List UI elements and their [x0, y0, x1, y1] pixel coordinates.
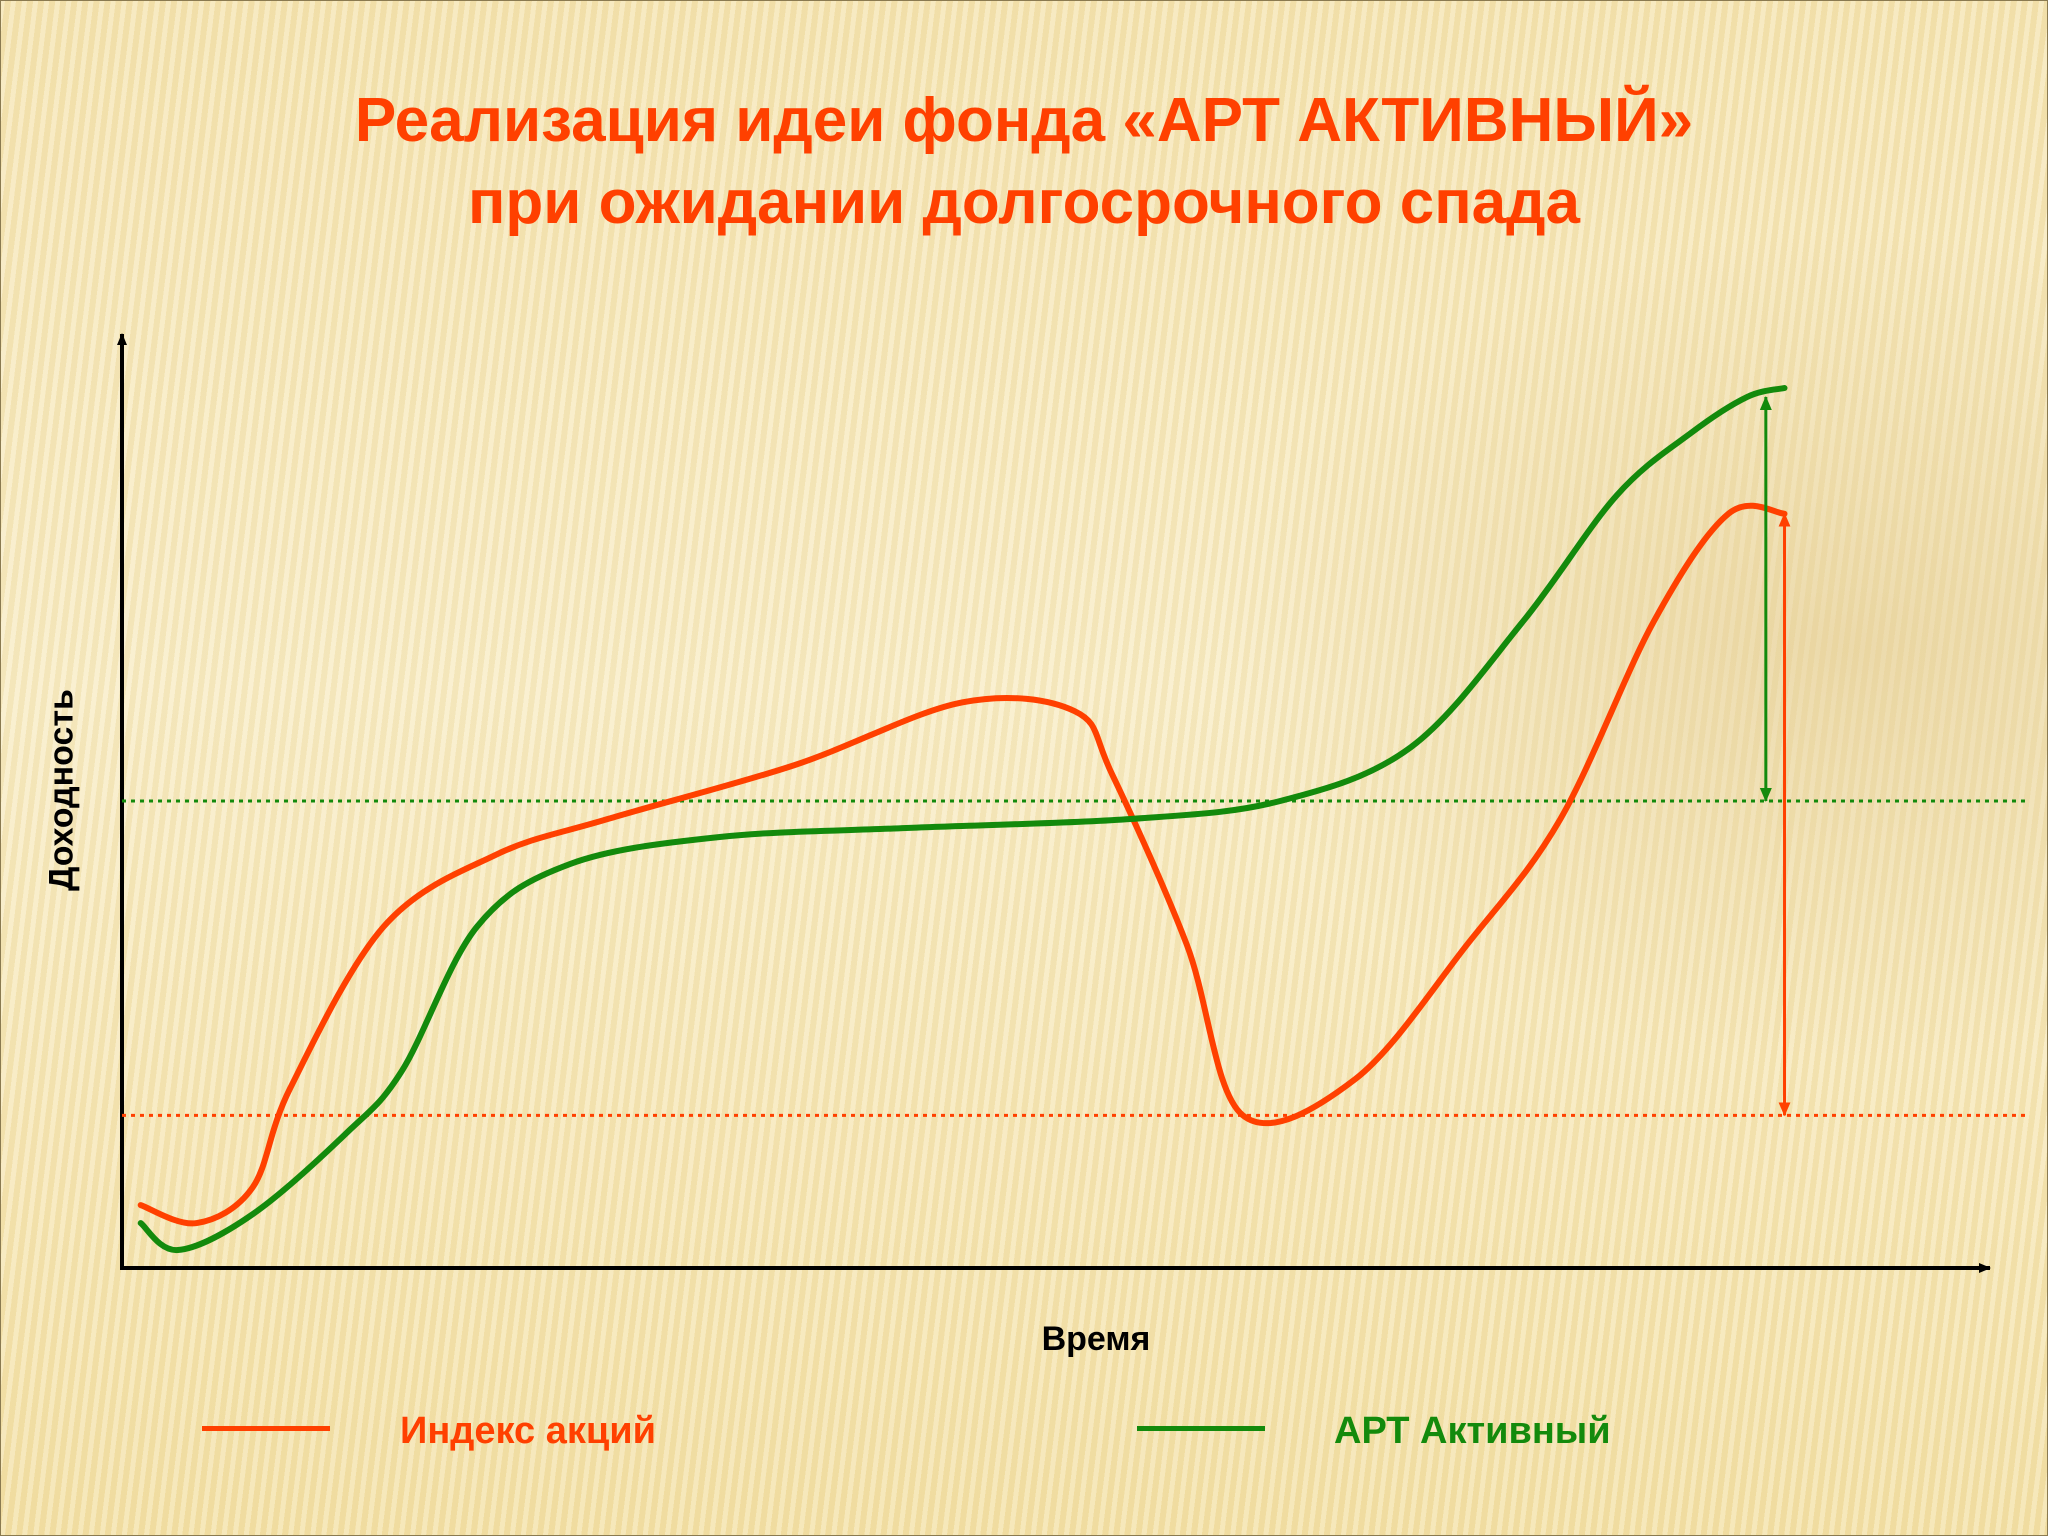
series-line-art-active — [137, 385, 1788, 1253]
chart-title-line-1: Реализация идеи фонда «АРТ АКТИВНЫЙ» — [354, 86, 1694, 155]
legend-swatch-art-active — [1137, 1426, 1265, 1431]
series-line-stock-index — [137, 502, 1788, 1227]
chart-title: Реализация идеи фонда «АРТ АКТИВНЫЙ» при… — [0, 80, 2048, 244]
y-axis-label: Доходность — [42, 689, 81, 891]
legend-swatch-stock-index — [202, 1426, 330, 1431]
chart-title-line-2: при ожидании долгосрочного спада — [467, 168, 1580, 237]
x-axis-label: Время — [1041, 1320, 1151, 1358]
legend-label-art-active: АРТ Активный — [1334, 1410, 1611, 1452]
legend-label-stock-index: Индекс акций — [400, 1410, 656, 1452]
